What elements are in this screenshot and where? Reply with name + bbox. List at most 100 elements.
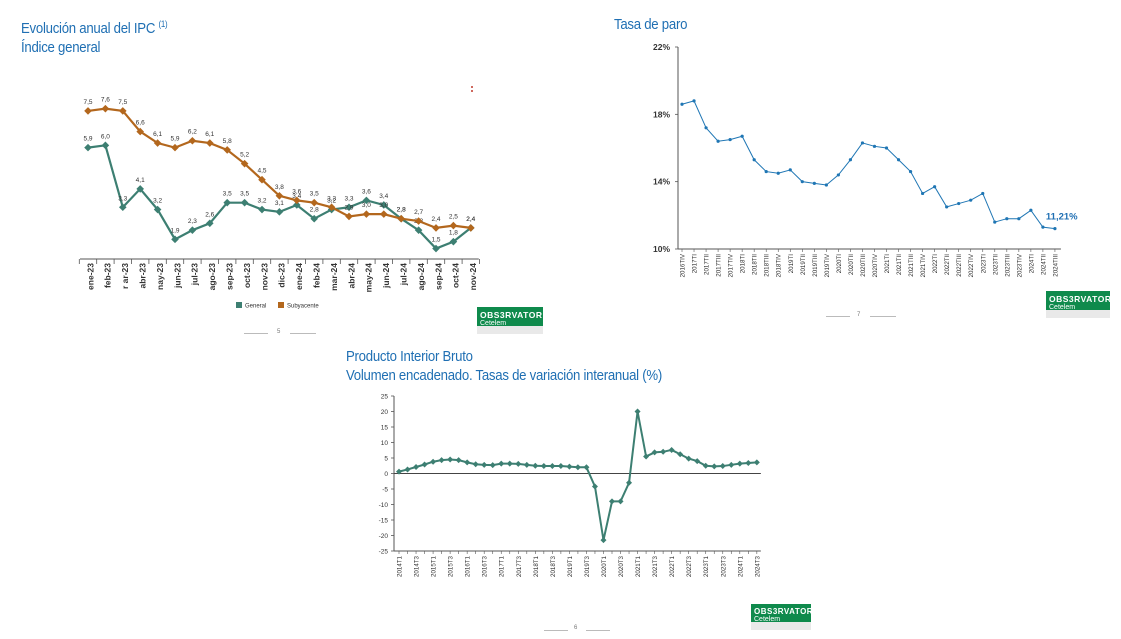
paro-point [1053, 227, 1057, 231]
logo-subtext: Cetelem [1049, 304, 1076, 311]
ipc-legend-label: General [245, 304, 266, 310]
paro-x-tick-label: 2018TI [740, 254, 747, 274]
pib-point [438, 457, 445, 464]
ipc-point-general [414, 226, 423, 234]
ipc-marker-dot [471, 86, 473, 88]
pib-y-tick-label: 25 [381, 394, 389, 401]
pib-y-tick-label: -15 [379, 518, 389, 525]
ipc-data-label: 1,8 [449, 230, 458, 237]
page-line [586, 630, 610, 631]
paro-x-tick-label: 2021TIII [908, 254, 915, 277]
ipc-data-label: 3,0 [362, 202, 371, 209]
paro-x-tick-label: 2024TII [1040, 254, 1047, 275]
ipc-data-label: 5,8 [223, 138, 232, 145]
pib-x-tick-label: 2019T1 [567, 555, 574, 577]
logo-subtext: Cetelem [754, 616, 781, 623]
paro-point [716, 139, 720, 143]
pib-y-tick-label: 5 [384, 456, 388, 463]
ipc-x-tick-label: nay-23 [155, 263, 165, 290]
ipc-data-label: 5,2 [240, 152, 249, 159]
paro-series-line [681, 100, 1055, 230]
paro-annotation: 11,21% [1046, 212, 1078, 223]
paro-x-tick-label: 2017TII [704, 254, 711, 275]
paro-point [945, 205, 949, 209]
paro-y-tick-label: 14% [653, 177, 670, 187]
page-line [244, 333, 268, 334]
ipc-data-label: 3,2 [327, 198, 336, 205]
paro-x-tick-label: 2019TII [800, 254, 807, 275]
ipc-x-tick-label: sep-23 [224, 263, 234, 290]
paro-x-tick-label: 2020TIII [860, 254, 867, 277]
paro-chart: 10% 14% 18% 22% 2016TIV 2017TI 2017TII 2017TIII… [653, 42, 1078, 277]
ipc-point-general [310, 214, 318, 223]
ipc-data-label: 2,6 [205, 211, 214, 218]
ipc-point-subyacente [432, 224, 440, 232]
ipc-data-label: 3,3 [327, 195, 336, 202]
ipc-data-label: 3,4 [292, 193, 301, 200]
ipc-point-subyacente [101, 104, 110, 113]
ipc-point-subyacente [258, 175, 266, 184]
pib-point [677, 451, 684, 458]
ipc-point-subyacente [84, 107, 92, 115]
pib-point [566, 463, 573, 470]
ipc-data-label: 3,8 [275, 184, 284, 191]
ipc-marker-dot [471, 90, 473, 92]
ipc-point-subyacente [136, 127, 144, 136]
ipc-data-label: 3,0 [379, 202, 388, 209]
pib-title-line1: Producto Interior Bruto [346, 348, 473, 365]
ipc-data-label: 2,4 [466, 216, 475, 223]
pib-point [719, 463, 726, 470]
logo-ipc: OBS3RVATORIO Cetelem [477, 307, 552, 334]
ipc-data-label: 5,9 [83, 136, 92, 143]
paro-point [776, 171, 780, 175]
ipc-data-label: 3,4 [379, 193, 388, 200]
ipc-point-subyacente [362, 210, 371, 218]
pib-point [413, 463, 420, 470]
paro-point [908, 169, 913, 174]
ipc-data-label: 1,9 [170, 227, 179, 234]
ipc-point-general [84, 143, 92, 152]
logo-text: OBS3RVATORIO [754, 607, 823, 616]
pib-point [574, 464, 581, 471]
pib-point [472, 461, 479, 468]
ipc-data-label: 2,4 [466, 216, 475, 223]
ipc-point-general [258, 205, 266, 214]
ipc-x-tick-label: jun-23 [172, 263, 182, 289]
ipc-point-general [223, 198, 231, 207]
ipc-data-label: 6,0 [101, 133, 110, 140]
ipc-point-general [188, 226, 197, 234]
paro-x-tick-label: 2019TIV [824, 253, 831, 277]
paro-point [921, 191, 925, 196]
logo-paro: OBS3RVATORIO Cetelem [1046, 291, 1121, 318]
ipc-x-tick-label: abr-24 [346, 263, 356, 289]
ipc-point-subyacente [293, 196, 301, 205]
ipc-x-tick-label: jun-24 [381, 263, 391, 289]
ipc-data-label: 2,8 [397, 207, 406, 214]
ipc-data-label: 4,1 [136, 177, 145, 184]
ipc-x-tick-label: oct-23 [242, 263, 252, 288]
ipc-x-tick-label: oct-24 [451, 263, 461, 288]
ipc-data-label: 7,5 [118, 99, 127, 106]
pib-chart: 25 20 15 10 5 0 -5 -10 -15 -20 -25 2014T1 2014T3 2015… [379, 394, 762, 578]
pib-point [583, 464, 590, 471]
pib-x-tick-label: 2015T3 [448, 555, 455, 577]
pib-point [694, 458, 701, 465]
ipc-point-subyacente [414, 217, 423, 225]
logo-subtext: Cetelem [480, 320, 507, 327]
paro-x-tick-label: 2020TII [848, 254, 855, 275]
pib-point [404, 466, 411, 473]
ipc-data-label: 6,1 [205, 131, 214, 138]
pib-point [660, 448, 667, 455]
ipc-data-label: 1,5 [431, 237, 440, 244]
paro-point [872, 144, 877, 148]
paro-point [896, 158, 901, 162]
pib-point [481, 461, 488, 468]
paro-x-tick-label: 2021TI [884, 254, 891, 274]
pib-point [506, 460, 513, 467]
paro-y-tick-label: 10% [653, 244, 670, 254]
pib-title-line2: Volumen encadenado. Tasas de variación i… [346, 367, 662, 384]
pib-x-tick-label: 2017T1 [499, 555, 506, 577]
page-number-ipc: 5 [277, 329, 281, 335]
ipc-x-tick-label: may-24 [364, 263, 374, 293]
paro-point [933, 185, 937, 189]
